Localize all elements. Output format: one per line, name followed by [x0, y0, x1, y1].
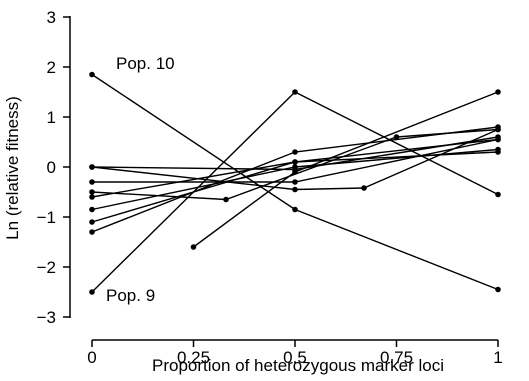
data-point — [89, 229, 95, 235]
data-point — [393, 134, 400, 140]
y-tick-label: 3 — [47, 8, 56, 27]
y-tick-label: 2 — [47, 58, 56, 77]
data-point — [495, 191, 501, 198]
y-tick-label: −2 — [37, 258, 56, 277]
data-point — [292, 89, 298, 95]
data-point — [89, 206, 95, 213]
series-line-4 — [91, 128, 499, 191]
y-tick-label: −3 — [37, 308, 56, 327]
y-tick-label: 0 — [47, 158, 56, 177]
data-point — [361, 185, 367, 191]
annotation-pop-10: Pop. 10 — [116, 54, 175, 73]
data-point — [190, 244, 197, 250]
data-point — [89, 71, 95, 78]
data-point — [292, 149, 298, 155]
x-tick-label: 1 — [493, 348, 502, 367]
x-ticks: 0 0.25 0.5 0.75 1 — [87, 340, 503, 367]
x-tick-label: 0.75 — [380, 348, 413, 367]
x-tick-label: 0.25 — [177, 348, 210, 367]
data-point — [292, 166, 298, 173]
y-axis-title: Ln (relative fitness) — [3, 96, 22, 240]
data-point — [292, 159, 298, 165]
data-point — [495, 149, 501, 155]
data-point — [89, 179, 95, 185]
x-tick-label: 0.5 — [283, 348, 307, 367]
y-tick-label: 1 — [47, 108, 56, 127]
data-point — [89, 194, 95, 200]
x-axis-title: Proportion of heterozygous marker loci — [152, 356, 444, 375]
annotation-pop-9: Pop. 9 — [106, 286, 155, 305]
y-ticks: −3 −2 −1 0 1 2 3 — [37, 8, 70, 327]
data-point — [89, 189, 95, 195]
data-point — [89, 289, 95, 295]
series-group — [89, 71, 501, 295]
y-tick-label: −1 — [37, 208, 56, 227]
annotations-group: Pop. 10 Pop. 9 — [106, 54, 175, 305]
data-point — [292, 206, 298, 213]
x-tick-label: 0 — [87, 348, 96, 367]
data-point — [495, 89, 501, 95]
data-point — [89, 219, 95, 225]
data-point — [495, 134, 501, 140]
data-point — [495, 124, 501, 130]
data-point — [292, 179, 298, 185]
data-point — [495, 286, 501, 293]
data-point — [89, 164, 95, 170]
data-point — [223, 196, 229, 203]
data-point — [292, 186, 298, 193]
